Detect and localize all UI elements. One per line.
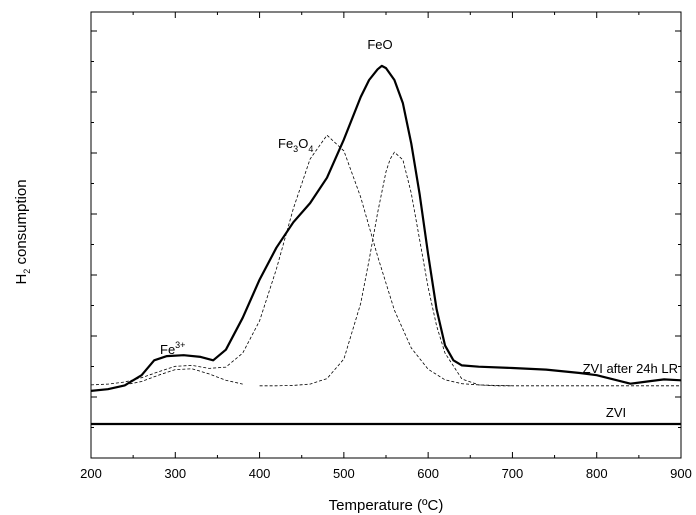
x-tick-label-400: 400 bbox=[249, 466, 271, 481]
series-fit-3 bbox=[259, 151, 513, 387]
annotation-fe3plus: Fe3+ bbox=[160, 340, 185, 357]
fe3o4-o: O bbox=[298, 136, 308, 151]
y-axis-ticks bbox=[91, 30, 681, 459]
series-layer bbox=[90, 64, 682, 426]
fe3o4-sub3: 3 bbox=[293, 144, 298, 154]
y-axis-title: H2 consumption bbox=[13, 179, 32, 284]
x-axis-ticks: 200 300 400 500 600 700 800 900 bbox=[80, 12, 692, 481]
fe3o4-fe: Fe bbox=[278, 136, 293, 151]
series-fit-2 bbox=[90, 134, 681, 387]
fe3o4-sub4: 4 bbox=[308, 144, 313, 154]
fe3plus-fe: Fe bbox=[160, 342, 175, 357]
x-tick-label-500: 500 bbox=[333, 466, 355, 481]
series-zvi-after-24h-lr bbox=[90, 64, 682, 392]
ylabel-rest: consumption bbox=[13, 179, 30, 268]
fe3plus-sup: 3+ bbox=[175, 340, 185, 350]
x-tick-label-300: 300 bbox=[164, 466, 186, 481]
x-tick-label-600: 600 bbox=[417, 466, 439, 481]
x-tick-label-700: 700 bbox=[502, 466, 524, 481]
x-tick-label-900: 900 bbox=[670, 466, 692, 481]
annotation-zvi: ZVI bbox=[606, 405, 626, 420]
annotation-feo: FeO bbox=[367, 37, 392, 52]
ylabel-sub2: 2 bbox=[22, 269, 32, 274]
annotation-zvi-after: ZVI after 24h LR bbox=[583, 361, 678, 376]
ylabel-h: H bbox=[13, 274, 30, 285]
x-tick-label-200: 200 bbox=[80, 466, 102, 481]
series-fit-4 bbox=[124, 368, 243, 386]
x-tick-label-800: 800 bbox=[586, 466, 608, 481]
plot-frame bbox=[90, 11, 682, 459]
annotation-fe3o4: Fe3O4 bbox=[278, 136, 313, 154]
x-axis-title: Temperature (ºC) bbox=[329, 497, 444, 514]
